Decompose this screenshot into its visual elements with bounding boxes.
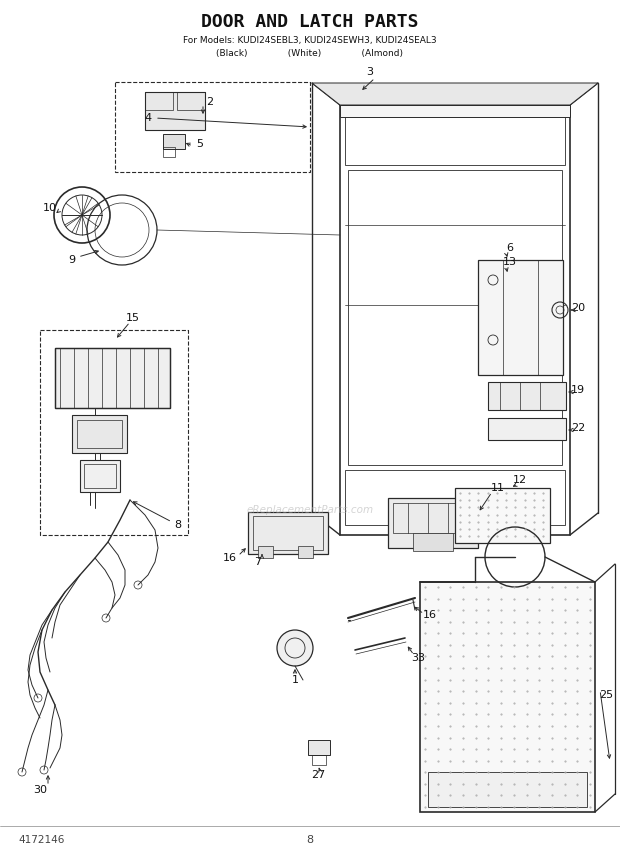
Bar <box>248 512 328 554</box>
Polygon shape <box>312 83 598 105</box>
Text: 2: 2 <box>206 97 213 107</box>
Text: 8: 8 <box>174 520 182 530</box>
Bar <box>455 488 550 543</box>
Text: 13: 13 <box>503 257 517 267</box>
Text: 10: 10 <box>43 203 57 213</box>
Bar <box>388 498 478 548</box>
Text: 7: 7 <box>254 557 262 567</box>
Bar <box>115 82 310 172</box>
Text: (Black)              (White)              (Almond): (Black) (White) (Almond) <box>216 49 404 57</box>
Bar <box>312 755 326 765</box>
Text: 9: 9 <box>68 255 76 265</box>
Bar <box>80 460 120 492</box>
Bar <box>420 582 595 812</box>
Text: 11: 11 <box>491 483 505 493</box>
Bar <box>163 147 175 157</box>
Bar <box>348 170 562 465</box>
Text: For Models: KUDI24SEBL3, KUDI24SEWH3, KUDI24SEAL3: For Models: KUDI24SEBL3, KUDI24SEWH3, KU… <box>183 35 437 45</box>
Bar <box>253 516 323 550</box>
Bar <box>55 348 170 408</box>
Bar <box>413 533 453 551</box>
Text: 8: 8 <box>306 835 314 845</box>
Text: 33: 33 <box>411 653 425 663</box>
Bar <box>163 134 185 149</box>
Text: 12: 12 <box>513 475 527 485</box>
Bar <box>298 546 313 558</box>
Bar <box>308 740 330 755</box>
Bar <box>40 330 188 535</box>
Bar <box>345 110 565 165</box>
Bar <box>145 92 173 110</box>
Bar <box>488 382 566 410</box>
Text: 30: 30 <box>33 785 47 795</box>
Text: 19: 19 <box>571 385 585 395</box>
Text: eReplacementParts.com: eReplacementParts.com <box>246 505 374 515</box>
Bar <box>340 105 570 535</box>
Bar <box>177 92 205 110</box>
Bar <box>488 418 566 440</box>
Text: 4: 4 <box>144 113 151 123</box>
Text: DOOR AND LATCH PARTS: DOOR AND LATCH PARTS <box>202 13 418 31</box>
Text: 4172146: 4172146 <box>18 835 64 845</box>
Bar <box>55 348 170 408</box>
Text: 16: 16 <box>423 610 437 620</box>
Text: 6: 6 <box>507 243 513 253</box>
Bar <box>77 420 122 448</box>
Text: 16: 16 <box>223 553 237 563</box>
Bar <box>72 415 127 453</box>
Bar <box>345 470 565 525</box>
Text: 5: 5 <box>197 139 203 149</box>
Bar <box>340 105 570 117</box>
Bar <box>258 546 273 558</box>
Circle shape <box>277 630 313 666</box>
Text: 1: 1 <box>291 675 298 685</box>
Bar <box>428 772 587 807</box>
Text: 27: 27 <box>311 770 325 780</box>
Text: 3: 3 <box>366 67 373 77</box>
Bar <box>84 464 116 488</box>
Text: 22: 22 <box>571 423 585 433</box>
Bar <box>393 503 473 533</box>
Bar <box>478 260 563 375</box>
Text: 25: 25 <box>599 690 613 700</box>
Bar <box>145 92 205 130</box>
Text: 20: 20 <box>571 303 585 313</box>
Text: 15: 15 <box>126 313 140 323</box>
